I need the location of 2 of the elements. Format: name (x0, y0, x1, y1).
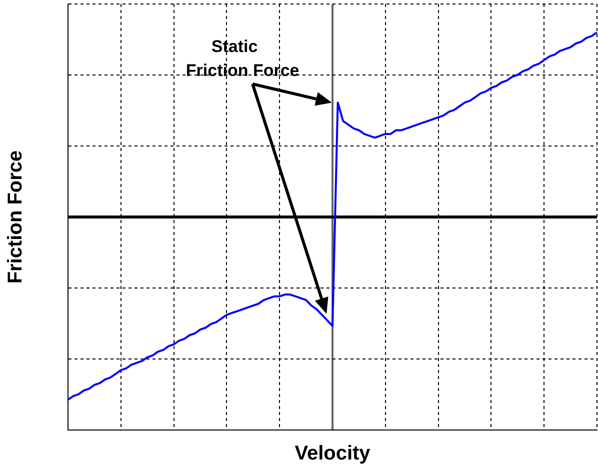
y-axis-title: Friction Force (4, 150, 27, 284)
x-axis-title: Velocity (294, 442, 372, 465)
